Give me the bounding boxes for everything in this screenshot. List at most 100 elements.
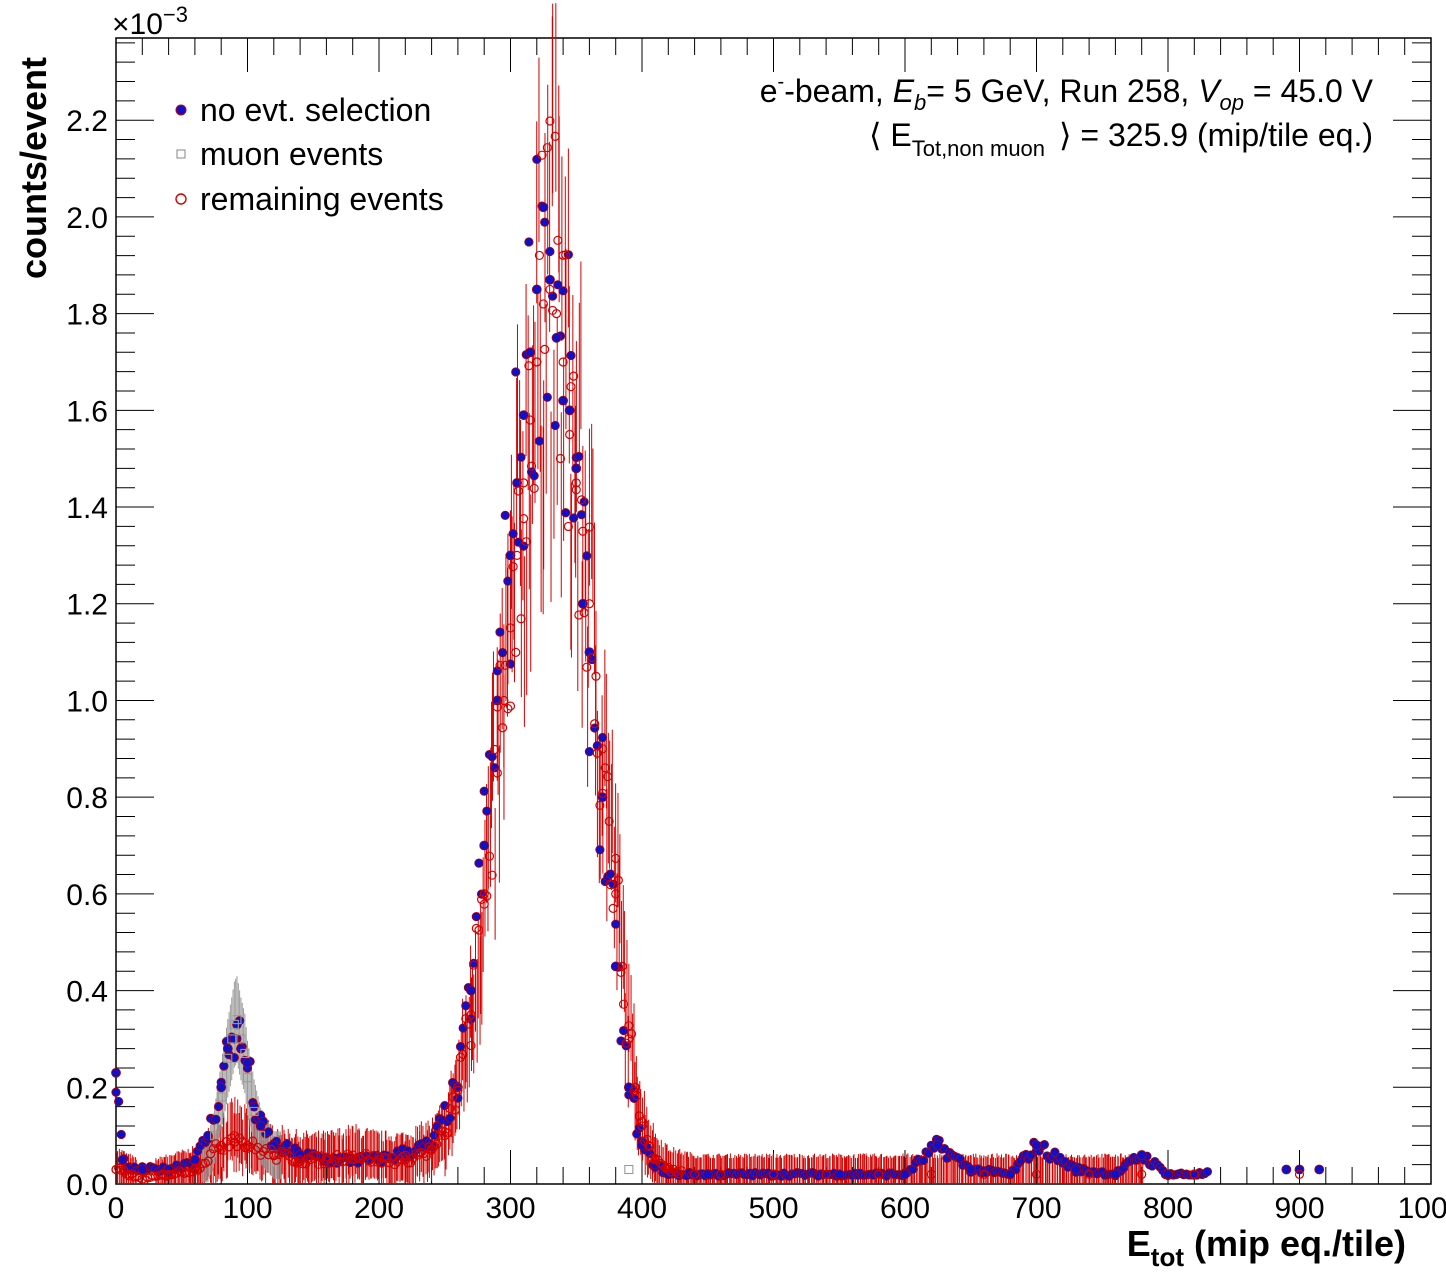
no-selection-point (584, 647, 595, 658)
remaining-point (479, 889, 489, 899)
remaining-point (111, 1164, 121, 1175)
no-selection-point (211, 1114, 221, 1124)
remaining-point (545, 116, 555, 126)
remaining-point (484, 851, 495, 861)
remaining-point (676, 1166, 687, 1176)
remaining-point (584, 599, 595, 609)
y-axis-title: counts/event (13, 57, 54, 279)
remaining-point (427, 1145, 437, 1155)
remaining-point (200, 1158, 211, 1168)
no-selection-point (932, 1140, 943, 1151)
remaining-point (716, 1169, 726, 1179)
remaining-point (503, 704, 513, 714)
no-selection-point (461, 1001, 471, 1011)
no-selection-point (550, 420, 560, 431)
no-selection-point (551, 332, 562, 343)
remaining-point (637, 1121, 647, 1131)
remaining-point (213, 1143, 224, 1153)
no-selection-point (534, 436, 545, 446)
no-selection-point (511, 367, 521, 377)
no-selection-point (458, 1023, 468, 1033)
no-selection-point (564, 405, 575, 416)
no-selection-point (1110, 1169, 1121, 1180)
remaining-point (419, 1148, 429, 1159)
no-selection-point (518, 410, 529, 421)
remaining-point (634, 1111, 644, 1121)
remaining-point (563, 521, 573, 532)
remaining-point (498, 723, 508, 733)
no-selection-point (545, 274, 555, 285)
remaining-point (164, 1169, 174, 1179)
remaining-point (579, 608, 589, 618)
no-selection-point (249, 1101, 259, 1112)
no-selection-point (1031, 1140, 1042, 1151)
y-tick-label: 1.0 (66, 685, 108, 718)
remaining-point (1137, 1169, 1147, 1179)
remaining-point (674, 1169, 684, 1179)
no-selection-point (505, 659, 516, 669)
remaining-point (545, 284, 555, 295)
remaining-point (495, 660, 505, 671)
remaining-point (492, 768, 502, 778)
remaining-point (538, 299, 548, 309)
no-selection-point (111, 1087, 121, 1097)
remaining-point (216, 1140, 226, 1150)
muon-point (242, 1073, 253, 1083)
axis-ticks (115, 38, 1432, 1185)
remaining-point (492, 702, 502, 712)
remaining-point (624, 1021, 634, 1031)
x-tick-label: 600 (880, 1192, 930, 1225)
remaining-point (400, 1155, 410, 1165)
legend-label-muon: muon events (200, 136, 383, 172)
no-selection-point (900, 1169, 910, 1180)
no-selection-point (597, 732, 608, 743)
remaining-point (550, 131, 560, 141)
legend-label-remaining: remaining events (200, 181, 444, 217)
muon-point (227, 1034, 237, 1044)
remaining-point (263, 1150, 274, 1160)
no-selection-point (219, 1061, 229, 1071)
no-selection-point (529, 471, 539, 481)
remaining-point (524, 361, 534, 371)
remaining-point (190, 1164, 200, 1175)
remaining-point (405, 1158, 416, 1168)
no-selection-point (471, 912, 481, 922)
remaining-point (591, 671, 601, 681)
remaining-point (521, 537, 531, 547)
remaining-point (519, 514, 529, 524)
remaining-point (469, 960, 479, 970)
remaining-point (574, 610, 584, 620)
remaining-point (348, 1150, 358, 1160)
y-tick-label: 0.4 (66, 976, 108, 1009)
y-tick-label: 0.8 (66, 782, 108, 815)
remaining-point (242, 1140, 253, 1150)
x-tick-label: 0 (108, 1192, 125, 1225)
no-selection-point (516, 452, 526, 462)
remaining-point (658, 1160, 668, 1170)
no-selection-point (492, 695, 503, 706)
no-selection-point (479, 840, 490, 851)
muon-point (624, 1164, 634, 1175)
no-selection-point (1314, 1164, 1325, 1175)
remaining-point (482, 891, 492, 901)
remaining-point (604, 816, 614, 826)
no-selection-point (213, 1101, 224, 1112)
remaining-point (605, 880, 616, 890)
remaining-point (630, 1082, 641, 1092)
no-selection-point (222, 1043, 233, 1054)
no-selection-point (1281, 1164, 1292, 1175)
no-selection-point (571, 463, 582, 474)
no-selection-point (834, 1169, 845, 1180)
remaining-point (616, 967, 626, 977)
no-selection-point (111, 1067, 121, 1078)
remaining-point (195, 1163, 205, 1174)
remaining-point (603, 772, 613, 782)
remaining-point (124, 1169, 134, 1179)
remaining-point (334, 1157, 345, 1167)
remaining-point (374, 1155, 384, 1165)
no-selection-point (553, 280, 563, 290)
remaining-point (442, 1128, 452, 1138)
remaining-point (597, 744, 608, 754)
remaining-point (1189, 1169, 1199, 1179)
remaining-point (229, 1131, 239, 1141)
